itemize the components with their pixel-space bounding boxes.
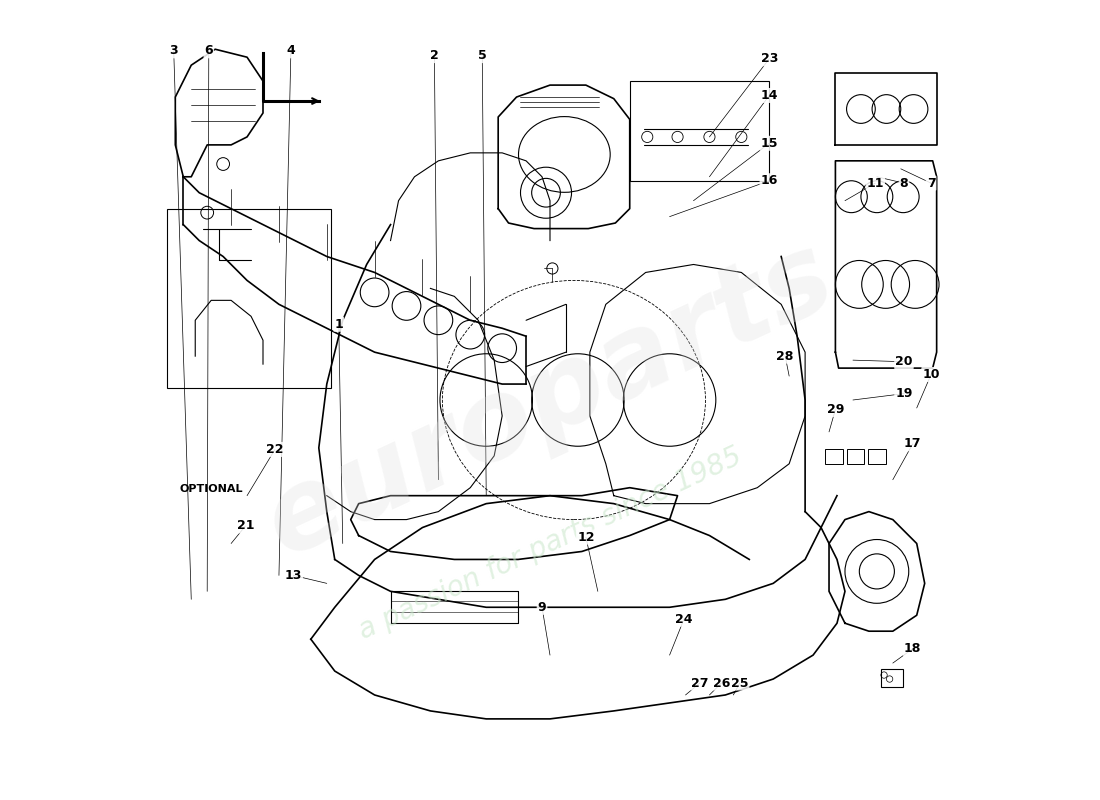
Text: 11: 11	[867, 177, 884, 190]
Text: 7: 7	[926, 177, 935, 190]
Text: 17: 17	[904, 438, 922, 450]
Text: 6: 6	[205, 44, 213, 58]
Text: 18: 18	[904, 642, 922, 655]
Text: 5: 5	[477, 49, 486, 62]
Text: 21: 21	[236, 519, 254, 533]
Text: europarts: europarts	[249, 222, 851, 578]
Text: 12: 12	[578, 530, 595, 544]
Text: 25: 25	[732, 677, 748, 690]
Text: 22: 22	[266, 443, 284, 456]
Text: a passion for parts since 1985: a passion for parts since 1985	[354, 442, 746, 645]
Text: 19: 19	[895, 387, 913, 400]
Text: 15: 15	[760, 137, 778, 150]
Text: 9: 9	[538, 601, 547, 614]
Text: 29: 29	[827, 403, 844, 416]
Text: 23: 23	[760, 52, 778, 66]
Text: 20: 20	[895, 355, 913, 368]
Text: 4: 4	[286, 44, 295, 58]
Text: 2: 2	[430, 49, 439, 62]
Text: 26: 26	[713, 677, 730, 690]
Text: 14: 14	[760, 89, 778, 102]
Bar	[868, 450, 886, 464]
Bar	[847, 450, 865, 464]
Text: 8: 8	[900, 177, 909, 190]
Bar	[167, 209, 331, 388]
Text: 10: 10	[922, 368, 939, 381]
Text: 24: 24	[675, 613, 693, 626]
Bar	[629, 81, 769, 181]
Text: 13: 13	[285, 569, 303, 582]
Bar	[825, 450, 843, 464]
Bar	[881, 670, 903, 687]
Text: 28: 28	[777, 350, 794, 362]
Text: 16: 16	[760, 174, 778, 187]
Text: 3: 3	[169, 44, 178, 58]
Text: 27: 27	[691, 677, 708, 690]
Text: 1: 1	[334, 318, 343, 330]
Text: OPTIONAL: OPTIONAL	[179, 484, 243, 494]
